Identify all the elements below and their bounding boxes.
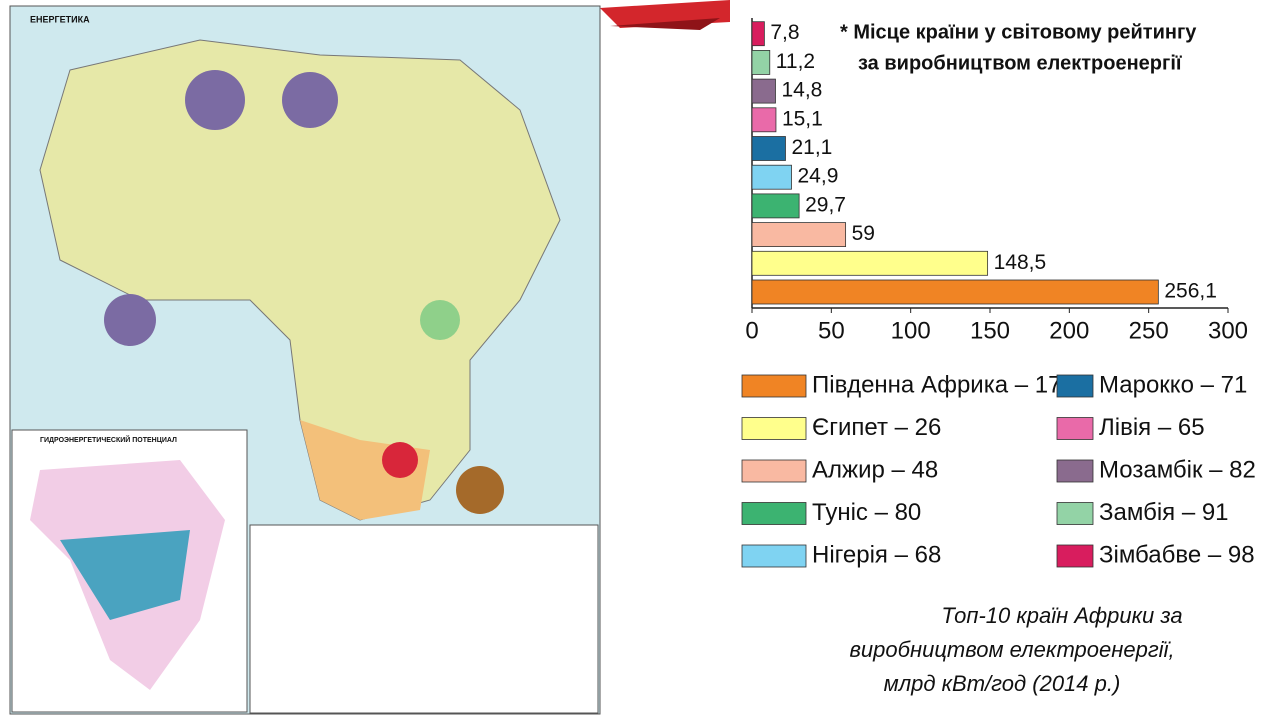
legend-swatch xyxy=(1056,502,1094,525)
note: * Місце країни у світовому рейтингу xyxy=(840,21,1197,43)
bar xyxy=(751,222,847,248)
bar xyxy=(751,78,776,104)
legend-label: Мозамбік – 82 xyxy=(1099,456,1256,483)
pie-symbol xyxy=(456,466,504,514)
x-tick-label: 150 xyxy=(970,317,1010,344)
data-label: 148,5 xyxy=(994,251,1047,274)
map-image: ЕНЕРГЕТИКА ГИДРОЭНЕРГЕТИЧЕСКИЙ ПОТЕНЦИАЛ xyxy=(9,5,601,715)
caption: виробництвом електроенергії, xyxy=(849,637,1174,662)
legend-label: Єгипет – 26 xyxy=(812,414,941,441)
bar xyxy=(751,164,792,190)
data-label: 7,8 xyxy=(770,21,799,44)
south-region xyxy=(300,420,430,520)
legend-swatch xyxy=(1056,544,1094,568)
x-tick-label: 50 xyxy=(818,317,845,344)
inset-basin xyxy=(60,530,190,620)
legend-swatch xyxy=(741,459,807,483)
legend-label: Південна Африка – 17* xyxy=(812,371,1071,398)
legend-swatch xyxy=(741,544,807,568)
caption: Топ-10 країн Африки за xyxy=(941,603,1182,628)
data-label: 29,7 xyxy=(805,193,846,216)
legend-label: Туніс – 80 xyxy=(812,499,921,526)
bar xyxy=(751,279,1159,305)
inset-title: ГИДРОЭНЕРГЕТИЧЕСКИЙ ПОТЕНЦИАЛ xyxy=(40,435,177,444)
pie-symbol xyxy=(282,72,338,128)
x-tick-label: 0 xyxy=(745,317,758,344)
note: за виробництвом електроенергії xyxy=(858,52,1182,74)
legend-label: Лівія – 65 xyxy=(1099,414,1205,441)
data-label: 59 xyxy=(852,222,875,245)
pie-symbol xyxy=(185,70,245,130)
legend-swatch xyxy=(1056,417,1094,440)
bar xyxy=(751,107,777,133)
data-label: 11,2 xyxy=(776,50,815,73)
x-tick-label: 200 xyxy=(1049,317,1089,344)
x-tick-label: 250 xyxy=(1129,317,1169,344)
legend-label: Зімбабве – 98 xyxy=(1099,541,1255,568)
legend-swatch xyxy=(741,374,807,398)
legend-label: Нігерія – 68 xyxy=(812,541,941,568)
data-label: 14,8 xyxy=(781,79,822,102)
data-label: 24,9 xyxy=(798,165,839,188)
data-label: 256,1 xyxy=(1164,280,1217,303)
caption: млрд кВт/год (2014 р.) xyxy=(884,671,1121,696)
map-title: ЕНЕРГЕТИКА xyxy=(30,14,90,24)
decor-swoosh xyxy=(610,18,720,30)
pie-symbol xyxy=(420,300,460,340)
legend-label: Алжир – 48 xyxy=(812,456,938,483)
legend-swatch xyxy=(741,417,807,440)
bar xyxy=(751,250,989,276)
legend-label: Марокко – 71 xyxy=(1099,371,1247,398)
legend-swatch xyxy=(741,502,807,525)
pie-symbol xyxy=(382,442,418,478)
legend-swatch xyxy=(1056,459,1094,483)
bar xyxy=(751,50,771,75)
map-legend xyxy=(249,524,599,714)
pie-symbol xyxy=(104,294,156,346)
legend-label: Замбія – 91 xyxy=(1099,499,1229,526)
bar xyxy=(751,193,800,219)
x-tick-label: 100 xyxy=(891,317,931,344)
bar xyxy=(751,21,765,47)
data-label: 15,1 xyxy=(782,107,823,130)
bar xyxy=(751,136,786,161)
chart: * Місце країни у світовому рейтингу за ви… xyxy=(741,18,1256,696)
x-tick-label: 300 xyxy=(1208,317,1248,344)
legend-swatch xyxy=(1056,374,1094,398)
data-label: 21,1 xyxy=(791,136,832,159)
